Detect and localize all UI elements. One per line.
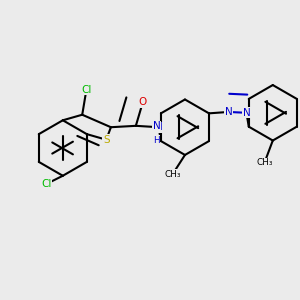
- Text: CH₃: CH₃: [256, 158, 273, 167]
- Text: Cl: Cl: [81, 85, 92, 95]
- Text: N: N: [153, 121, 160, 131]
- Text: N: N: [155, 122, 163, 132]
- Text: H: H: [153, 136, 160, 145]
- Text: S: S: [103, 135, 110, 145]
- Text: O: O: [139, 97, 147, 107]
- Text: N: N: [224, 107, 232, 117]
- Text: N: N: [243, 108, 250, 118]
- Text: Cl: Cl: [41, 179, 51, 189]
- Text: CH₃: CH₃: [164, 170, 181, 179]
- Text: N: N: [155, 122, 163, 132]
